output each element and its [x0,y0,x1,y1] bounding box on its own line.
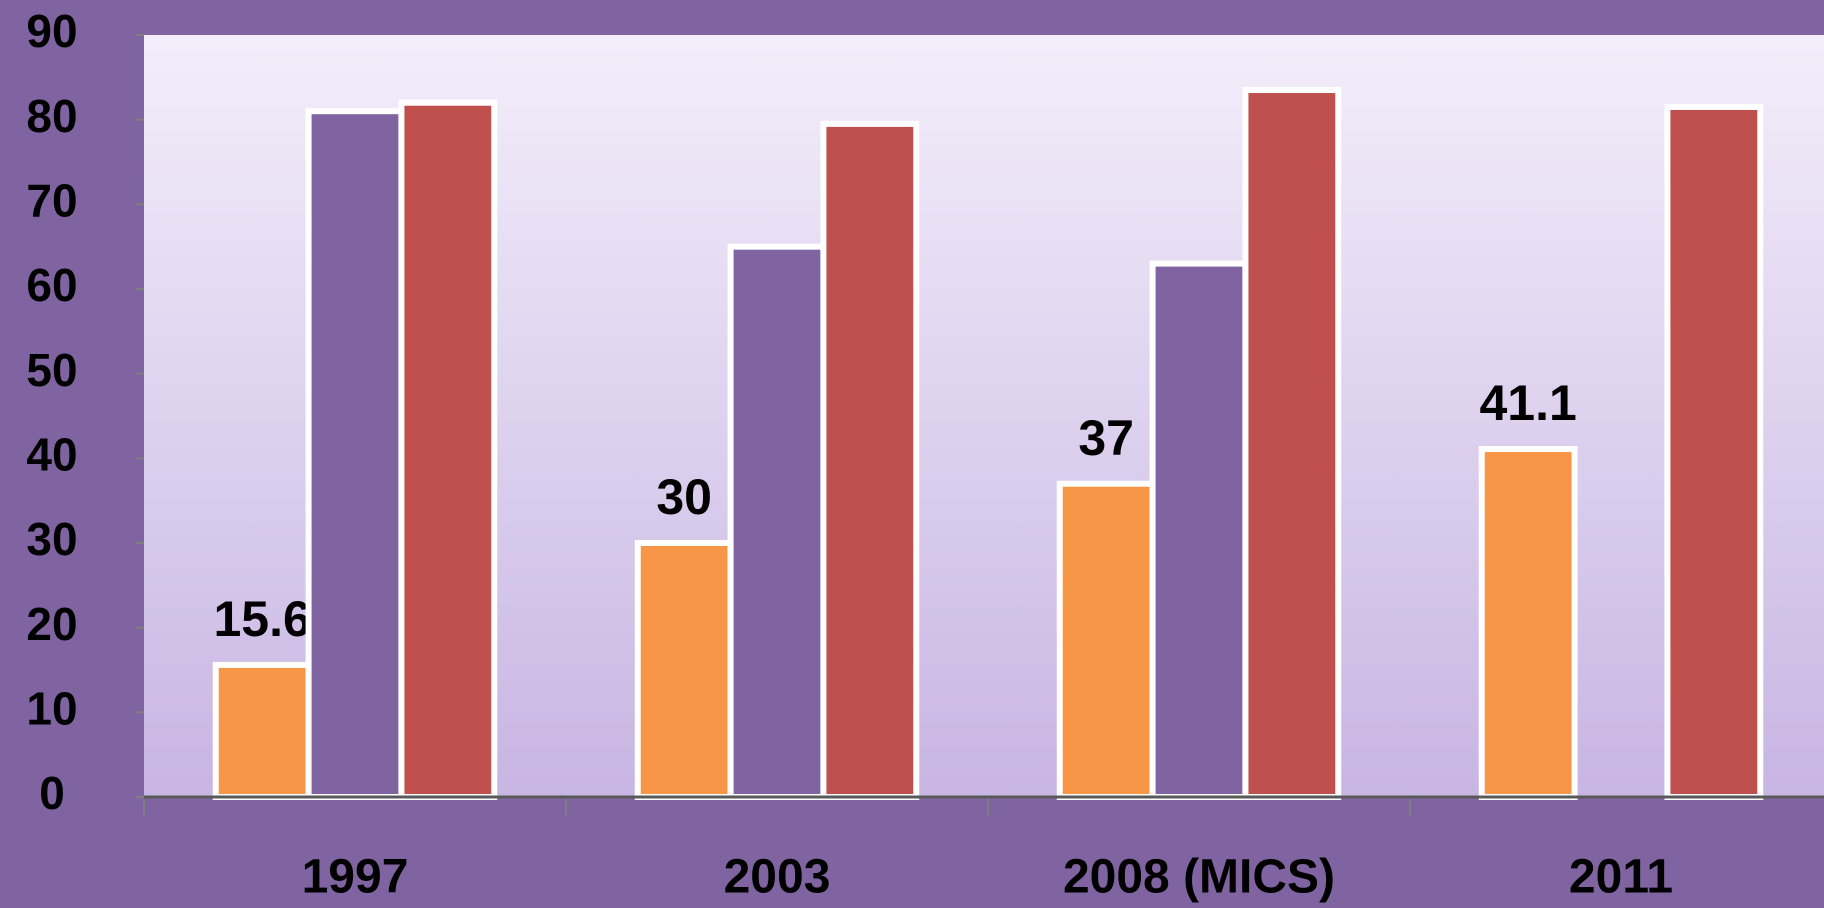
bar [212,661,312,800]
y-tick-label: 70 [26,174,77,226]
bar [1664,103,1764,800]
y-tick-label: 60 [26,259,77,311]
y-tick-label: 30 [26,513,77,565]
bar [1056,480,1156,800]
x-tick-label: 2008 (MICS) [1063,851,1335,904]
x-tick-label: 2003 [724,851,831,904]
x-tick-label: 2011 [1569,851,1673,904]
data-label: 15.6 [213,591,310,647]
bar [820,120,920,800]
bar [727,243,827,800]
y-tick-label: 10 [26,682,77,734]
bar [1242,87,1342,801]
bar [1149,260,1249,801]
data-label: 37 [1078,410,1134,466]
y-tick-label: 0 [39,767,65,819]
y-tick-label: 40 [26,428,77,480]
bar [1478,446,1578,800]
y-tick-label: 80 [26,90,77,142]
bar [305,108,405,800]
bar [398,99,498,800]
y-tick-label: 50 [26,344,77,396]
x-tick-label: 1997 [302,851,409,904]
y-tick-label: 20 [26,598,77,650]
data-label: 41.1 [1479,375,1576,431]
bar [634,540,734,800]
data-label: 30 [656,469,712,525]
y-tick-label: 90 [26,5,77,57]
